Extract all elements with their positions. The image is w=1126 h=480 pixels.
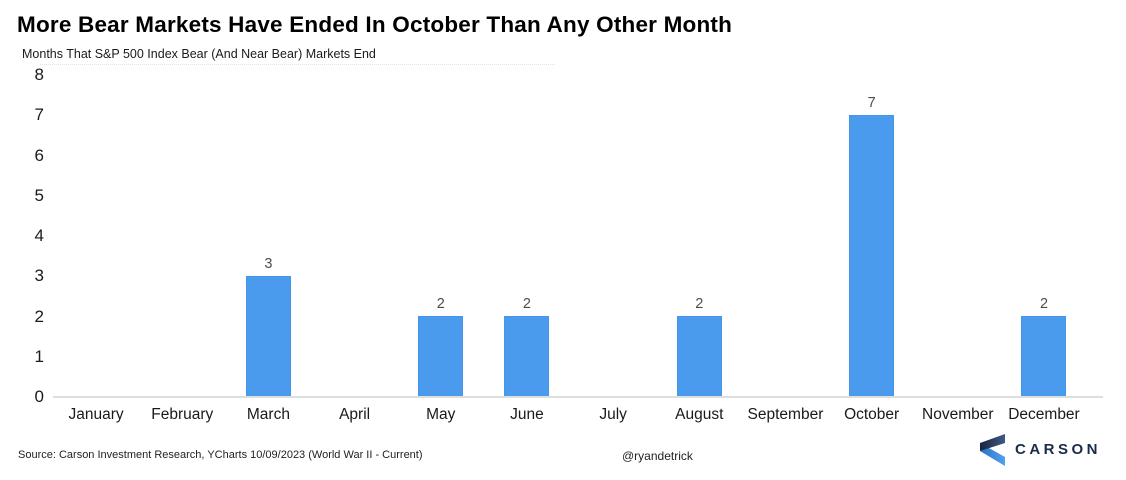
bar-value-label: 7 [867, 95, 876, 111]
x-tick-label: April [339, 406, 371, 423]
y-tick-label: 3 [34, 266, 44, 286]
bar-column: 7 [829, 75, 915, 397]
bar [418, 316, 464, 397]
plot-top-gridline [40, 64, 555, 65]
bar [245, 276, 291, 397]
bar-column [312, 75, 398, 397]
x-tick-label: January [68, 406, 124, 423]
bar-value-label: 2 [695, 296, 704, 312]
chart-subtitle: Months That S&P 500 Index Bear (And Near… [22, 47, 376, 61]
bar-column [570, 75, 656, 397]
chart-title: More Bear Markets Have Ended In October … [17, 12, 733, 37]
x-tick-label: July [599, 406, 627, 423]
y-tick-label: 8 [34, 65, 44, 84]
bar-column [742, 75, 828, 397]
bar [676, 316, 722, 397]
x-tick-label: February [151, 406, 214, 423]
y-tick-label: 5 [34, 185, 44, 205]
bar-column: 2 [656, 75, 742, 397]
bar-column [53, 75, 139, 397]
y-tick-label: 2 [34, 306, 44, 326]
y-tick-label: 7 [34, 105, 44, 125]
y-tick-label: 6 [34, 145, 44, 165]
bar-column: 3 [225, 75, 311, 397]
bar [1021, 316, 1067, 397]
bar [504, 316, 550, 397]
x-axis-labels: January February March April May June July Augu… [53, 406, 1087, 424]
y-tick-label: 0 [34, 387, 44, 406]
plot-area: 3 2 2 2 7 2 [53, 75, 1087, 397]
bar-column [139, 75, 225, 397]
author-handle: @ryandetrick [622, 449, 693, 463]
carson-chevron-icon [980, 433, 1005, 466]
brand-wordmark: CARSON [1015, 440, 1102, 458]
bar [849, 115, 895, 397]
bar-column: 2 [484, 75, 570, 397]
x-tick-label: November [922, 406, 994, 423]
y-tick-label: 1 [34, 346, 44, 366]
x-axis-baseline [53, 396, 1103, 398]
bar-value-label: 2 [1039, 296, 1049, 312]
x-tick-label: October [844, 406, 900, 423]
x-tick-label: December [1008, 406, 1080, 423]
x-tick-label: September [747, 406, 824, 423]
x-tick-label: March [246, 406, 290, 423]
bar-column [915, 75, 1001, 397]
y-tick-label: 4 [34, 226, 44, 245]
bar-value-label: 2 [436, 296, 445, 312]
carson-brand: CARSON [977, 432, 1101, 466]
bar-value-label: 2 [522, 296, 531, 312]
source-note: Source: Carson Investment Research, YCha… [18, 449, 423, 461]
x-tick-label: June [510, 406, 544, 423]
bar-column: 2 [1001, 75, 1087, 397]
x-tick-label: May [426, 406, 456, 423]
bar-column: 2 [398, 75, 484, 397]
bar-value-label: 3 [264, 256, 273, 272]
x-tick-label: August [675, 406, 724, 423]
